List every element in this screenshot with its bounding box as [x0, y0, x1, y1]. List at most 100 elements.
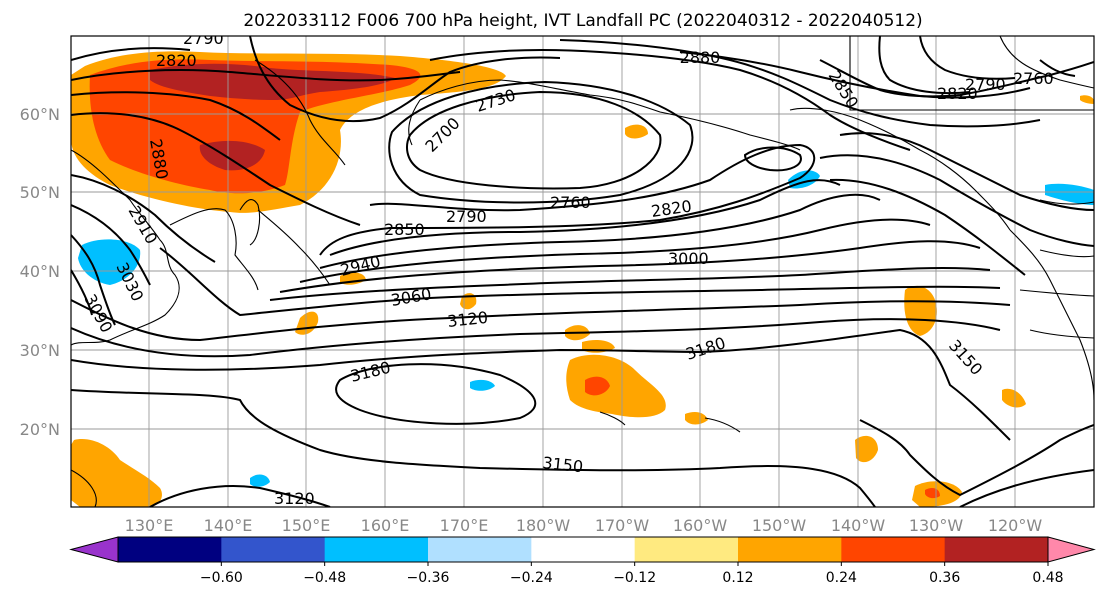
- figure-title: 2022033112 F006 700 hPa height, IVT Land…: [243, 11, 922, 31]
- contour-line: [878, 36, 971, 95]
- ivt-negative-region: [1045, 183, 1094, 205]
- contour-line: [743, 146, 802, 172]
- contour-line: [71, 234, 116, 326]
- lon-label: 130°W: [909, 516, 964, 535]
- colorbar-cell: [944, 537, 1049, 562]
- contour-line: [559, 39, 1041, 128]
- contour-line: [279, 240, 981, 293]
- contour-line: [319, 193, 881, 269]
- contour-line: [249, 36, 561, 123]
- colorbar-cell: [841, 537, 946, 562]
- ivt-positive-region: [150, 63, 395, 100]
- colorbar-extend-low: [69, 536, 119, 563]
- contour-line: [839, 132, 1094, 211]
- ivt-positive-region: [566, 354, 666, 418]
- contour-label: 3120: [446, 308, 488, 331]
- colorbar-tick-label: 0.12: [722, 570, 753, 586]
- lon-label: 180°W: [516, 516, 571, 535]
- colorbar-frame: [117, 536, 1049, 563]
- ivt-positive-region: [89, 59, 421, 194]
- coastlines: [71, 36, 1094, 507]
- map-panel: 2790 2820 2880 2850 2760 2790 2820 2730 …: [70, 29, 1095, 508]
- ivt-negative-region: [470, 379, 495, 391]
- contour-line: [71, 299, 1011, 342]
- contour-line: [299, 218, 931, 283]
- contour-line: [329, 179, 841, 256]
- contour-line: [71, 328, 1011, 441]
- ivt-positive-region: [625, 124, 648, 139]
- contour-line: [406, 90, 662, 190]
- contour-line: [829, 178, 1026, 276]
- contour-line: [269, 266, 991, 301]
- colorbar-tick-label: −0.24: [510, 570, 553, 586]
- colorbar-tick-label: −0.60: [200, 570, 243, 586]
- longitude-labels: 130°E 140°E 150°E 160°E 170°E 180°W 170°…: [125, 516, 1043, 535]
- contour-label: 2790: [183, 29, 224, 48]
- lon-label: 120°W: [988, 516, 1043, 535]
- colorbar-cell: [634, 537, 739, 562]
- lon-label: 160°W: [673, 516, 728, 535]
- map-frame: [70, 35, 1095, 508]
- colorbar-tick-label: −0.36: [407, 570, 450, 586]
- ivt-positive-region: [855, 435, 878, 463]
- colorbar-tick-label: 0.24: [826, 570, 857, 586]
- lon-label: 140°E: [204, 516, 253, 535]
- contour-label: 3150: [542, 453, 584, 476]
- contour-line: [71, 91, 281, 141]
- contour-line: [388, 80, 694, 204]
- contour-label: 3120: [274, 489, 315, 508]
- contour-line: [71, 318, 1001, 358]
- contour-line: [71, 47, 191, 61]
- ivt-positive-region: [1002, 388, 1026, 408]
- ivt-positive-region: [685, 412, 708, 425]
- contour-label: 2790: [965, 75, 1006, 94]
- colorbar-extend-high: [1047, 536, 1096, 563]
- colorbar-tick-label: −0.48: [303, 570, 346, 586]
- contour-line: [149, 485, 331, 507]
- lat-label: 50°N: [20, 183, 60, 202]
- colorbar-cell: [738, 537, 842, 562]
- contour-line: [1039, 59, 1076, 77]
- colorbar-tick-label: −0.12: [613, 570, 656, 586]
- contour-line: [319, 143, 816, 256]
- contour-line: [71, 204, 151, 286]
- contour-line: [71, 269, 93, 316]
- colorbar-cell: [324, 537, 429, 562]
- contour-label: 2760: [1013, 69, 1054, 88]
- ivt-positive-region: [1080, 95, 1094, 104]
- contour-line: [71, 389, 876, 507]
- contour-label: 3000: [668, 249, 709, 268]
- contour-line: [71, 112, 361, 226]
- lon-label: 130°E: [125, 516, 174, 535]
- latitude-labels: 60°N 50°N 40°N 30°N 20°N: [20, 105, 60, 439]
- lon-label: 150°W: [752, 516, 807, 535]
- colorbar-cell: [428, 537, 532, 562]
- lon-label: 150°E: [282, 516, 331, 535]
- contour-line: [71, 69, 461, 82]
- contour-line: [159, 247, 1001, 317]
- lon-label: 170°W: [595, 516, 650, 535]
- lon-label: 140°W: [831, 516, 886, 535]
- contour-line: [959, 469, 1094, 507]
- contour-label: 2790: [446, 207, 487, 226]
- ivt-positive-region: [199, 140, 265, 171]
- contour-label: 2880: [680, 48, 721, 67]
- lat-label: 20°N: [20, 420, 60, 439]
- contour-label: 2850: [384, 220, 425, 239]
- colorbar-tick-label: 0.36: [929, 570, 960, 586]
- height-contours: [71, 36, 1094, 507]
- lat-label: 60°N: [20, 105, 60, 124]
- lon-label: 160°E: [361, 516, 410, 535]
- ivt-negative-region: [250, 474, 270, 487]
- ivt-positive-region: [585, 376, 610, 396]
- contour-line: [335, 363, 537, 425]
- contour-label: 2820: [156, 51, 197, 70]
- lat-label: 40°N: [20, 262, 60, 281]
- contour-line: [819, 154, 1094, 247]
- ivt-negative-region: [78, 239, 141, 285]
- gridlines: [71, 36, 1094, 507]
- lat-label: 30°N: [20, 341, 60, 360]
- contour-label: 2820: [937, 84, 978, 103]
- lon-label: 170°E: [440, 516, 489, 535]
